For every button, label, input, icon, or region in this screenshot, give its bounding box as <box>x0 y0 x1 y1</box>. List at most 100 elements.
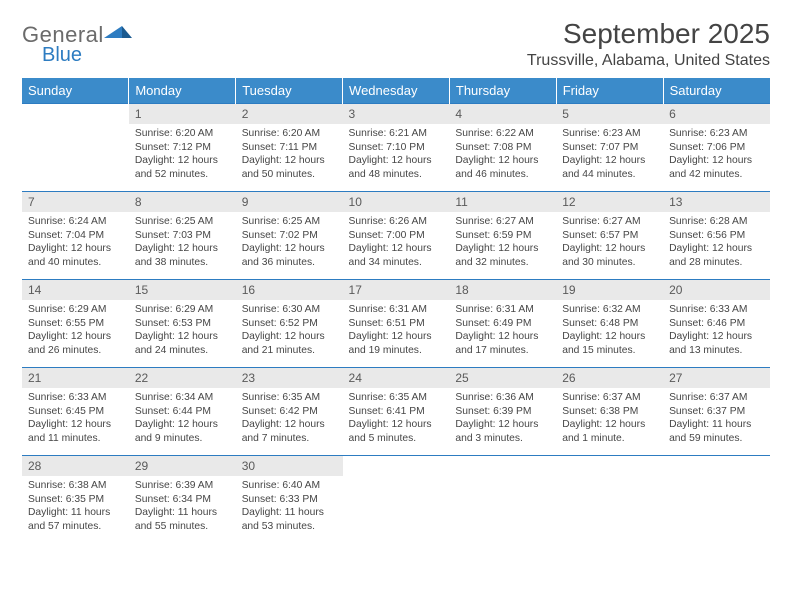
sunset-line: Sunset: 6:46 PM <box>669 317 764 331</box>
day-details: Sunrise: 6:25 AMSunset: 7:03 PMDaylight:… <box>129 212 236 269</box>
sunrise-line: Sunrise: 6:31 AM <box>349 303 444 317</box>
calendar-day-cell: 7Sunrise: 6:24 AMSunset: 7:04 PMDaylight… <box>22 192 129 280</box>
day-details: Sunrise: 6:37 AMSunset: 6:37 PMDaylight:… <box>663 388 770 445</box>
daylight-line: Daylight: 12 hours and 38 minutes. <box>135 242 230 269</box>
logo-mark-icon <box>104 24 132 40</box>
sunset-line: Sunset: 6:45 PM <box>28 405 123 419</box>
calendar-day-cell: 25Sunrise: 6:36 AMSunset: 6:39 PMDayligh… <box>449 368 556 456</box>
sunset-line: Sunset: 6:49 PM <box>455 317 550 331</box>
title-block: September 2025 Trussville, Alabama, Unit… <box>527 18 770 70</box>
sunset-line: Sunset: 6:53 PM <box>135 317 230 331</box>
daylight-line: Daylight: 12 hours and 28 minutes. <box>669 242 764 269</box>
sunset-line: Sunset: 7:10 PM <box>349 141 444 155</box>
sunset-line: Sunset: 7:07 PM <box>562 141 657 155</box>
day-details: Sunrise: 6:20 AMSunset: 7:12 PMDaylight:… <box>129 124 236 181</box>
calendar-week-row: 28Sunrise: 6:38 AMSunset: 6:35 PMDayligh… <box>22 456 770 544</box>
day-number: 25 <box>449 368 556 388</box>
sunrise-line: Sunrise: 6:37 AM <box>562 391 657 405</box>
sunrise-line: Sunrise: 6:27 AM <box>562 215 657 229</box>
day-details: Sunrise: 6:36 AMSunset: 6:39 PMDaylight:… <box>449 388 556 445</box>
daylight-line: Daylight: 12 hours and 46 minutes. <box>455 154 550 181</box>
daylight-line: Daylight: 12 hours and 1 minute. <box>562 418 657 445</box>
day-number: 19 <box>556 280 663 300</box>
day-details: Sunrise: 6:22 AMSunset: 7:08 PMDaylight:… <box>449 124 556 181</box>
calendar-day-cell: 20Sunrise: 6:33 AMSunset: 6:46 PMDayligh… <box>663 280 770 368</box>
day-number: 21 <box>22 368 129 388</box>
daylight-line: Daylight: 12 hours and 48 minutes. <box>349 154 444 181</box>
day-details: Sunrise: 6:31 AMSunset: 6:51 PMDaylight:… <box>343 300 450 357</box>
daylight-line: Daylight: 12 hours and 19 minutes. <box>349 330 444 357</box>
sunset-line: Sunset: 6:38 PM <box>562 405 657 419</box>
sunrise-line: Sunrise: 6:21 AM <box>349 127 444 141</box>
sunrise-line: Sunrise: 6:33 AM <box>669 303 764 317</box>
calendar-day-cell: 30Sunrise: 6:40 AMSunset: 6:33 PMDayligh… <box>236 456 343 544</box>
weekday-header: Tuesday <box>236 78 343 104</box>
calendar-day-cell: 17Sunrise: 6:31 AMSunset: 6:51 PMDayligh… <box>343 280 450 368</box>
daylight-line: Daylight: 11 hours and 59 minutes. <box>669 418 764 445</box>
sunrise-line: Sunrise: 6:24 AM <box>28 215 123 229</box>
daylight-line: Daylight: 12 hours and 32 minutes. <box>455 242 550 269</box>
calendar-day-cell: 16Sunrise: 6:30 AMSunset: 6:52 PMDayligh… <box>236 280 343 368</box>
day-number: 7 <box>22 192 129 212</box>
calendar-day-cell <box>556 456 663 544</box>
day-details: Sunrise: 6:31 AMSunset: 6:49 PMDaylight:… <box>449 300 556 357</box>
weekday-header: Wednesday <box>343 78 450 104</box>
day-number: 22 <box>129 368 236 388</box>
sunset-line: Sunset: 7:03 PM <box>135 229 230 243</box>
calendar-day-cell: 12Sunrise: 6:27 AMSunset: 6:57 PMDayligh… <box>556 192 663 280</box>
sunset-line: Sunset: 6:55 PM <box>28 317 123 331</box>
sunrise-line: Sunrise: 6:25 AM <box>242 215 337 229</box>
day-details: Sunrise: 6:38 AMSunset: 6:35 PMDaylight:… <box>22 476 129 533</box>
sunset-line: Sunset: 6:44 PM <box>135 405 230 419</box>
calendar-day-cell <box>663 456 770 544</box>
sunrise-line: Sunrise: 6:38 AM <box>28 479 123 493</box>
sunset-line: Sunset: 6:39 PM <box>455 405 550 419</box>
calendar-day-cell: 15Sunrise: 6:29 AMSunset: 6:53 PMDayligh… <box>129 280 236 368</box>
calendar-week-row: 21Sunrise: 6:33 AMSunset: 6:45 PMDayligh… <box>22 368 770 456</box>
sunset-line: Sunset: 6:34 PM <box>135 493 230 507</box>
day-number: 27 <box>663 368 770 388</box>
calendar-day-cell: 4Sunrise: 6:22 AMSunset: 7:08 PMDaylight… <box>449 104 556 192</box>
sunset-line: Sunset: 7:11 PM <box>242 141 337 155</box>
day-details: Sunrise: 6:27 AMSunset: 6:57 PMDaylight:… <box>556 212 663 269</box>
calendar-day-cell: 21Sunrise: 6:33 AMSunset: 6:45 PMDayligh… <box>22 368 129 456</box>
calendar-week-row: 7 Sunrise: 6:24 AMSunset: 7:04 PM Daylight… <box>22 192 770 280</box>
sunrise-line: Sunrise: 6:28 AM <box>669 215 764 229</box>
daylight-line: Daylight: 11 hours and 55 minutes. <box>135 506 230 533</box>
weekday-header: Monday <box>129 78 236 104</box>
day-number: 20 <box>663 280 770 300</box>
sunrise-line: Sunrise: 6:29 AM <box>28 303 123 317</box>
day-details: Sunrise: 6:35 AMSunset: 6:42 PMDaylight:… <box>236 388 343 445</box>
day-number: 24 <box>343 368 450 388</box>
weekday-header: Saturday <box>663 78 770 104</box>
sunrise-line: Sunrise: 6:32 AM <box>562 303 657 317</box>
calendar-day-cell: 18Sunrise: 6:31 AMSunset: 6:49 PMDayligh… <box>449 280 556 368</box>
daylight-line: Daylight: 12 hours and 3 minutes. <box>455 418 550 445</box>
sunset-line: Sunset: 6:48 PM <box>562 317 657 331</box>
day-number: 2 <box>236 104 343 124</box>
calendar-day-cell: 10Sunrise: 6:26 AMSunset: 7:00 PMDayligh… <box>343 192 450 280</box>
sunrise-line: Sunrise: 6:25 AM <box>135 215 230 229</box>
day-details: Sunrise: 6:26 AMSunset: 7:00 PMDaylight:… <box>343 212 450 269</box>
sunset-line: Sunset: 6:56 PM <box>669 229 764 243</box>
calendar-day-cell: 5Sunrise: 6:23 AMSunset: 7:07 PMDaylight… <box>556 104 663 192</box>
sunset-line: Sunset: 7:04 PM <box>28 229 123 243</box>
daylight-line: Daylight: 12 hours and 34 minutes. <box>349 242 444 269</box>
calendar-body: 1Sunrise: 6:20 AMSunset: 7:12 PMDaylight… <box>22 104 770 544</box>
header: General Blue September 2025 Trussville, … <box>22 18 770 70</box>
sunrise-line: Sunrise: 6:39 AM <box>135 479 230 493</box>
daylight-line: Daylight: 12 hours and 11 minutes. <box>28 418 123 445</box>
logo: General Blue <box>22 18 104 67</box>
sunrise-line: Sunrise: 6:20 AM <box>135 127 230 141</box>
day-details: Sunrise: 6:37 AMSunset: 6:38 PMDaylight:… <box>556 388 663 445</box>
daylight-line: Daylight: 11 hours and 53 minutes. <box>242 506 337 533</box>
sunset-line: Sunset: 6:52 PM <box>242 317 337 331</box>
daylight-line: Daylight: 12 hours and 26 minutes. <box>28 330 123 357</box>
day-details: Sunrise: 6:32 AMSunset: 6:48 PMDaylight:… <box>556 300 663 357</box>
sunset-line: Sunset: 6:41 PM <box>349 405 444 419</box>
daylight-line: Daylight: 12 hours and 21 minutes. <box>242 330 337 357</box>
day-details: Sunrise: 6:40 AMSunset: 6:33 PMDaylight:… <box>236 476 343 533</box>
sunrise-line: Sunrise: 6:20 AM <box>242 127 337 141</box>
day-details: Sunrise: 6:29 AMSunset: 6:53 PMDaylight:… <box>129 300 236 357</box>
daylight-line: Daylight: 12 hours and 15 minutes. <box>562 330 657 357</box>
